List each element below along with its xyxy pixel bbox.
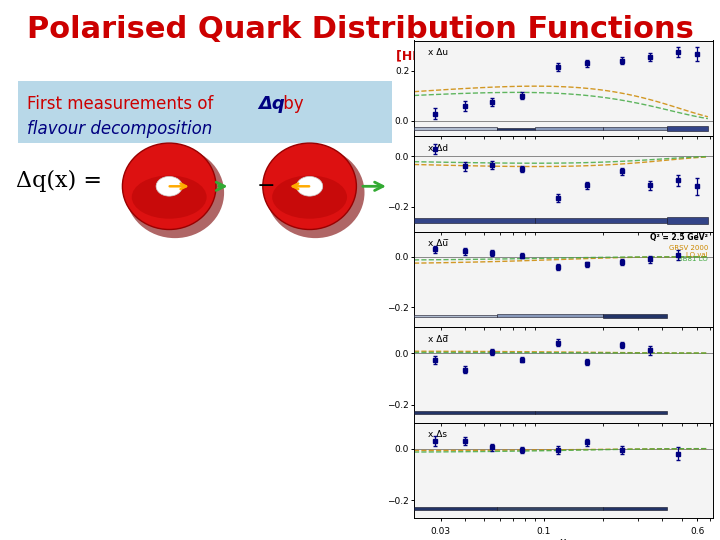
Text: Δq: Δq	[258, 94, 284, 113]
Bar	[497, 507, 603, 510]
Circle shape	[156, 177, 182, 196]
Circle shape	[297, 177, 323, 196]
Ellipse shape	[132, 176, 207, 219]
Bar	[667, 217, 708, 224]
Ellipse shape	[272, 176, 347, 219]
Text: BB81 LO: BB81 LO	[678, 255, 708, 261]
Text: [HERMES Coll. PRL92(2004), PRD71(2005)]: [HERMES Coll. PRL92(2004), PRD71(2005)]	[396, 50, 698, 63]
Bar	[535, 127, 603, 130]
Text: x Δd: x Δd	[428, 144, 449, 153]
Text: by: by	[278, 94, 304, 113]
Text: x Δd̅: x Δd̅	[428, 335, 449, 344]
Ellipse shape	[263, 143, 356, 230]
Text: −: −	[257, 176, 276, 197]
Ellipse shape	[126, 147, 224, 238]
Bar	[603, 314, 667, 318]
Ellipse shape	[122, 143, 216, 230]
Text: Q² = 2.5 GeV²: Q² = 2.5 GeV²	[650, 233, 708, 242]
Bar	[414, 315, 497, 317]
Bar	[414, 127, 497, 130]
Bar	[535, 411, 667, 414]
Text: First measurements of: First measurements of	[27, 94, 219, 113]
Text: Δq(x) =: Δq(x) =	[16, 170, 102, 192]
Ellipse shape	[266, 147, 364, 238]
Bar	[414, 507, 497, 510]
Bar	[603, 127, 667, 130]
Bar	[667, 126, 708, 131]
X-axis label: x: x	[560, 537, 567, 540]
Bar	[414, 218, 535, 222]
Bar	[414, 411, 535, 414]
Text: x Δs: x Δs	[428, 430, 447, 440]
Bar	[535, 218, 667, 223]
Bar	[497, 127, 535, 130]
Text: GRSV 2000
LO val: GRSV 2000 LO val	[669, 246, 708, 259]
Text: x Δū̅: x Δū̅	[428, 239, 449, 248]
Text: Polarised Quark Distribution Functions: Polarised Quark Distribution Functions	[27, 15, 693, 44]
Bar	[603, 507, 667, 510]
Text: flavour decomposition: flavour decomposition	[27, 119, 212, 138]
Text: x Δu: x Δu	[428, 48, 449, 57]
Bar	[497, 314, 603, 318]
FancyBboxPatch shape	[18, 81, 392, 143]
